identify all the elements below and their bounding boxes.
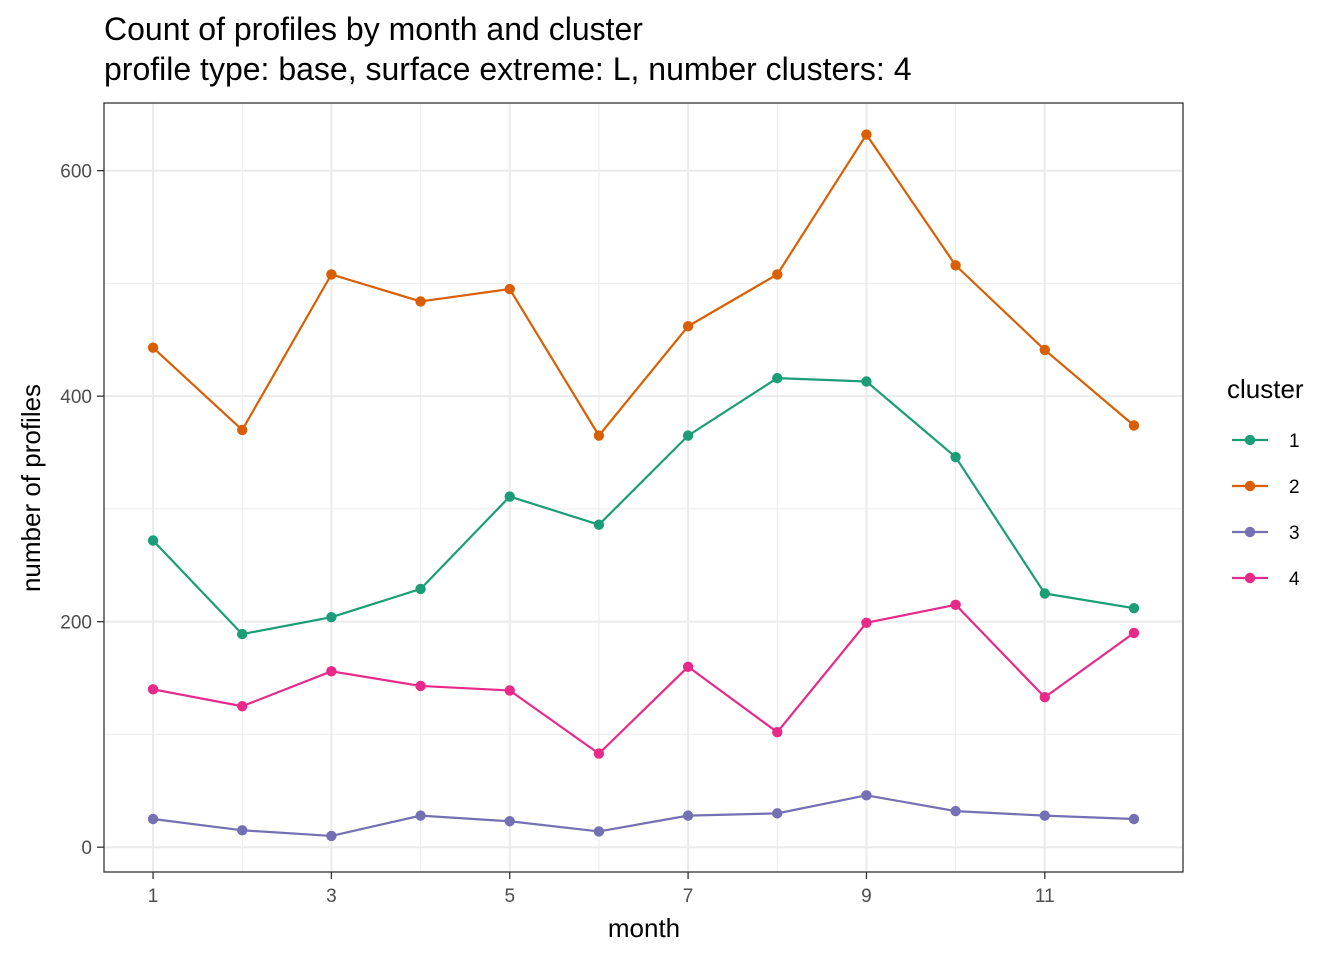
data-point-cluster-1: [237, 628, 248, 640]
chart-title: Count of profiles by month and cluster: [104, 11, 643, 47]
x-tick-label: 5: [504, 886, 515, 907]
data-point-cluster-2: [950, 260, 961, 271]
data-point-cluster-1: [326, 611, 337, 623]
data-point-cluster-3: [1128, 813, 1140, 825]
y-axis-title: number of profiles: [16, 384, 46, 592]
series-line-2: [152, 133, 1135, 437]
data-point-cluster-3: [504, 816, 515, 827]
data-point-cluster-3: [682, 810, 694, 821]
legend: cluster 1 2 3 4: [1227, 374, 1304, 590]
y-tick-label: 0: [81, 838, 92, 859]
data-point-cluster-4: [415, 680, 426, 692]
y-tick-label: 200: [60, 613, 92, 634]
chart-subtitle: profile type: base, surface extreme: L, …: [104, 51, 911, 87]
x-tick-label: 3: [326, 886, 337, 907]
series-line-1: [152, 377, 1135, 636]
legend-title: cluster: [1227, 374, 1304, 404]
data-point-cluster-1: [861, 376, 872, 387]
data-point-cluster-3: [326, 830, 337, 842]
data-point-cluster-3: [237, 825, 248, 836]
panel-background: [104, 103, 1183, 872]
data-point-cluster-3: [415, 810, 426, 821]
legend-label-1: 1: [1289, 431, 1300, 452]
x-tick-label: 7: [683, 886, 694, 907]
plot-area: [103, 102, 1184, 873]
data-point-cluster-3: [861, 790, 872, 801]
data-point-cluster-2: [1128, 420, 1140, 431]
data-point-cluster-1: [147, 535, 159, 546]
panel-border: [103, 102, 1184, 873]
legend-key-point-3: [1244, 526, 1256, 538]
legend-key-point-2: [1244, 480, 1256, 492]
data-point-cluster-4: [147, 684, 159, 695]
data-point-cluster-4: [950, 599, 961, 610]
data-point-cluster-3: [147, 813, 159, 825]
data-point-cluster-3: [1039, 810, 1050, 821]
data-point-cluster-2: [504, 283, 515, 295]
legend-label-2: 2: [1289, 477, 1300, 498]
legend-key-point-1: [1244, 434, 1256, 446]
data-point-cluster-2: [147, 342, 159, 353]
x-tick-label: 11: [1035, 886, 1055, 907]
data-point-cluster-2: [415, 296, 426, 307]
data-point-cluster-1: [772, 372, 783, 384]
data-point-cluster-1: [682, 430, 694, 441]
data-point-cluster-1: [950, 451, 961, 463]
data-point-cluster-2: [593, 430, 605, 441]
data-point-cluster-3: [950, 805, 961, 817]
legend-label-4: 4: [1289, 569, 1300, 590]
data-point-cluster-4: [1128, 627, 1140, 639]
legend-label-3: 3: [1289, 523, 1300, 544]
x-tick-label: 1: [148, 886, 159, 907]
data-point-cluster-4: [861, 617, 872, 629]
x-axis-title: month: [608, 913, 680, 943]
data-point-cluster-4: [1039, 692, 1050, 703]
data-point-cluster-2: [326, 269, 337, 280]
data-point-cluster-2: [1039, 344, 1050, 356]
y-tick-label: 400: [60, 387, 92, 408]
x-tick-label: 9: [861, 886, 872, 907]
data-point-cluster-1: [1039, 588, 1050, 599]
data-point-cluster-4: [593, 748, 605, 759]
series-line-3: [152, 794, 1134, 838]
data-point-cluster-4: [772, 726, 783, 738]
data-point-cluster-4: [237, 701, 248, 712]
data-point-cluster-2: [237, 424, 248, 436]
data-point-cluster-3: [593, 826, 605, 837]
data-point-cluster-3: [772, 808, 783, 819]
data-point-cluster-2: [682, 321, 694, 332]
data-point-cluster-4: [682, 661, 694, 672]
legend-key-point-4: [1244, 572, 1256, 584]
data-point-cluster-4: [504, 685, 515, 696]
data-point-cluster-2: [861, 129, 872, 140]
data-point-cluster-1: [504, 491, 515, 502]
series-line-4: [152, 603, 1135, 755]
y-tick-label: 600: [60, 162, 92, 183]
data-point-cluster-4: [326, 666, 337, 677]
data-point-cluster-1: [415, 583, 426, 595]
data-point-cluster-1: [593, 519, 605, 530]
data-point-cluster-1: [1128, 602, 1140, 614]
data-point-cluster-2: [772, 269, 783, 280]
